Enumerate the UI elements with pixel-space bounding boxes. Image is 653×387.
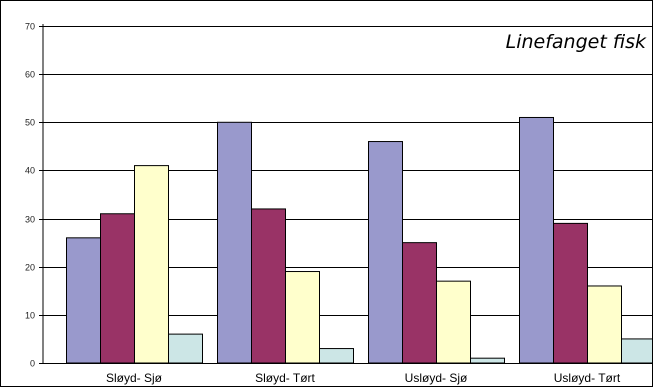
x-category-label: Sløyd- Sjø	[106, 371, 163, 385]
bar	[134, 165, 169, 364]
x-category-label: Usløyd- Tørt	[554, 371, 621, 385]
bar	[168, 333, 203, 364]
y-tick-label: 40	[25, 166, 35, 176]
y-tick-label: 50	[25, 118, 35, 128]
y-tick-label: 20	[25, 263, 35, 273]
y-tick-label: 10	[25, 311, 35, 321]
bar	[319, 348, 354, 364]
bar	[285, 271, 320, 364]
bar	[553, 222, 588, 364]
bar	[436, 280, 471, 364]
bar	[66, 237, 101, 364]
bar	[621, 338, 652, 364]
y-tick-label: 30	[25, 215, 35, 225]
x-category-label: Usløyd- Sjø	[405, 371, 468, 385]
y-tick-label: 70	[25, 22, 35, 32]
bar	[368, 141, 403, 364]
x-category-label: Sløyd- Tørt	[255, 371, 315, 385]
bar	[587, 285, 622, 364]
chart-title: Linefanget fisk	[505, 31, 646, 53]
bar	[100, 213, 135, 364]
bar	[519, 116, 554, 364]
bar	[251, 208, 286, 364]
y-tick-label: 0	[30, 359, 35, 369]
bar	[217, 121, 252, 364]
y-tick-label: 60	[25, 70, 35, 80]
bar	[470, 357, 505, 364]
bar	[402, 242, 437, 364]
